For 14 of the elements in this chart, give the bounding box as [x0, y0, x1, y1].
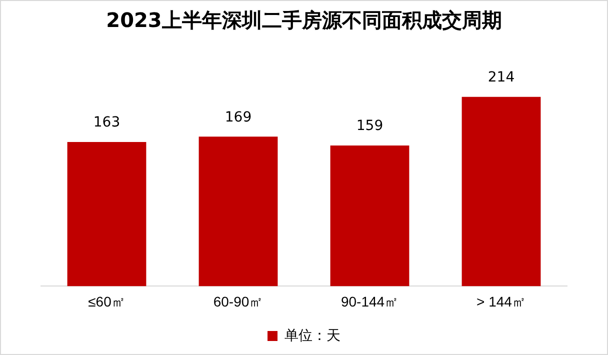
bar: [67, 142, 146, 286]
bar: [330, 146, 410, 286]
x-tick-label: 60-90㎡: [213, 293, 264, 310]
bar: [462, 96, 541, 286]
x-tick-label: ≤60㎡: [88, 293, 126, 310]
legend-label: 单位：天: [284, 326, 340, 343]
data-label: 169: [224, 109, 252, 126]
data-label: 163: [93, 114, 120, 131]
x-tick-label: 90-144㎡: [340, 293, 399, 310]
data-label: 159: [356, 118, 384, 134]
chart-title: 2023上半年深圳二手房源不同面积成交周期: [105, 7, 503, 34]
bar: [198, 136, 278, 286]
data-label: 214: [488, 69, 515, 86]
x-tick-label: > 144㎡: [476, 293, 526, 310]
